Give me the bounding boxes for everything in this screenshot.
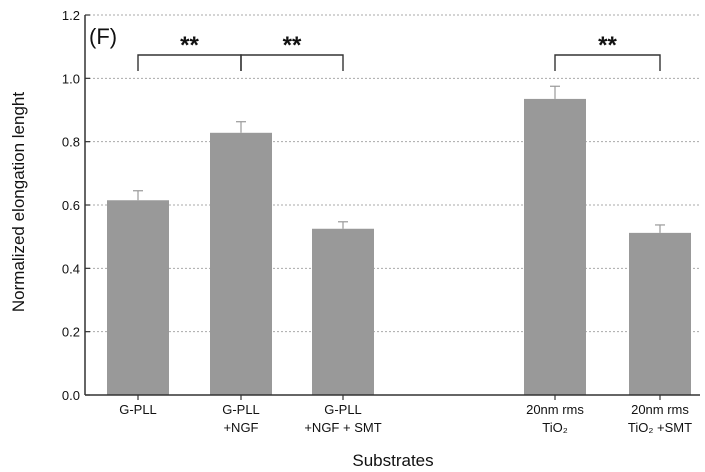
x-category-label-line1: 20nm rms: [526, 402, 584, 417]
significance-bracket: [240, 54, 344, 71]
x-category-labels: G-PLL G-PLL +NGF G-PLL +NGF + SMT 20nm rms TiO…: [119, 395, 692, 435]
y-tick-label: 0.4: [62, 261, 80, 276]
x-category-label-line2: +NGF: [223, 420, 258, 435]
bar: [312, 228, 374, 395]
y-tick-label: 1.2: [62, 8, 80, 23]
y-axis-title: Normalized elongation lenght: [9, 92, 28, 312]
significance-label: **: [598, 32, 617, 59]
bar: [629, 232, 691, 395]
y-tick-label: 0.2: [62, 325, 80, 340]
bar: [210, 132, 272, 396]
y-tick-label: 0.8: [62, 135, 80, 150]
bars: [107, 85, 691, 396]
gridlines: [85, 14, 700, 333]
x-category-label-line1: G-PLL: [222, 402, 260, 417]
x-category-label-line2: TiO₂ +SMT: [628, 420, 692, 435]
x-category-label-line1: G-PLL: [119, 402, 157, 417]
panel-label: (F): [89, 24, 117, 49]
y-tick-label: 0.6: [62, 198, 80, 213]
significance-brackets: ** ** **: [137, 32, 661, 71]
x-axis-title: Substrates: [352, 451, 433, 470]
significance-label: **: [180, 32, 199, 59]
y-ticks: 0.0 0.2 0.4 0.6 0.8 1.0 1.2: [62, 8, 90, 403]
y-tick-label: 1.0: [62, 71, 80, 86]
x-category-label-line2: TiO₂: [542, 420, 568, 435]
y-tick-label: 0.0: [62, 388, 80, 403]
x-category-label-line1: G-PLL: [324, 402, 362, 417]
x-category-label-line1: 20nm rms: [631, 402, 689, 417]
significance-label: **: [283, 32, 302, 59]
significance-bracket: [554, 54, 661, 71]
bar: [107, 200, 169, 395]
x-category-label-line2: +NGF + SMT: [304, 420, 381, 435]
bar: [524, 98, 586, 396]
